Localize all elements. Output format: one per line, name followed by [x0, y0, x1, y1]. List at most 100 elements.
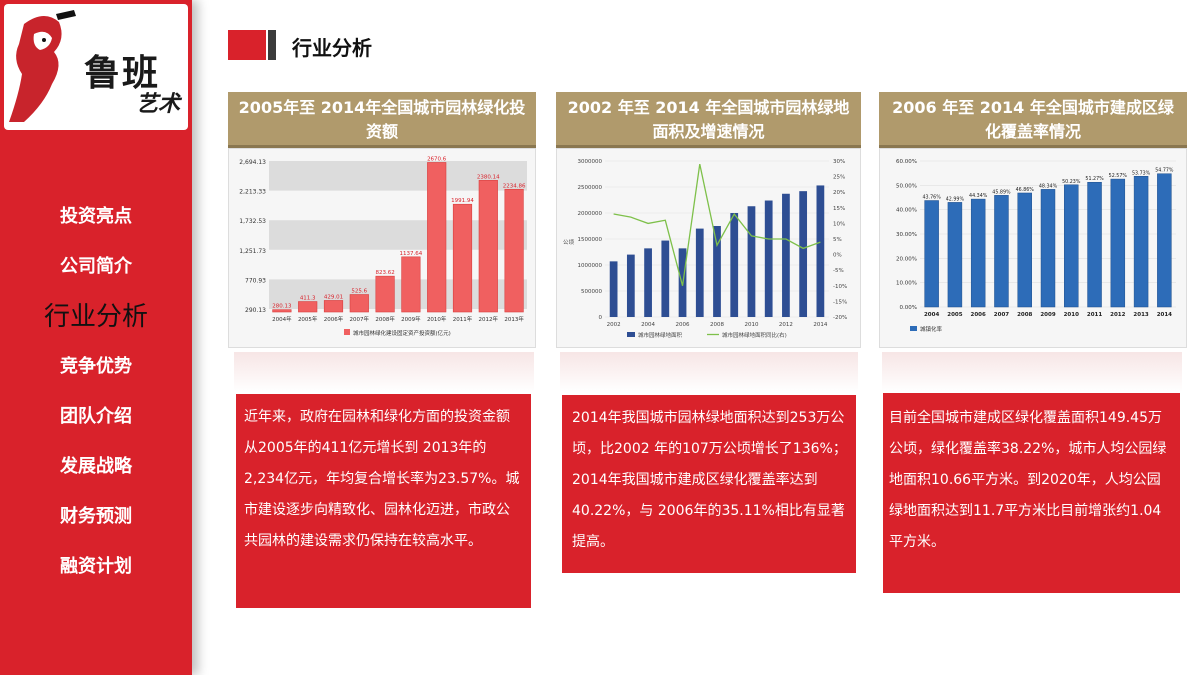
bar-value-label: 52.57%: [1109, 173, 1128, 179]
nav-item-strategy[interactable]: 发展战略: [60, 456, 132, 477]
chart-reflection: [560, 352, 858, 392]
bar: [1040, 189, 1056, 308]
bar-value-label: 280.13: [272, 304, 292, 310]
x-tick-label: 2006: [676, 322, 690, 328]
right-tick-label: -10%: [833, 284, 847, 290]
y-tick-label: 2,213.33: [239, 189, 266, 196]
bar-value-label: 823.62: [375, 270, 394, 276]
brand-logo[interactable]: 鲁班 艺术: [4, 4, 188, 130]
y-tick-label: 0.00%: [900, 305, 917, 311]
logo-sub-text: 艺术: [136, 91, 181, 117]
bar: [816, 185, 825, 317]
x-tick-label: 2014: [1157, 312, 1172, 318]
left-tick-label: 1000000: [578, 263, 603, 269]
x-tick-label: 2004: [924, 312, 939, 318]
bar: [375, 275, 395, 313]
card-title: 2002 年至 2014 年全国城市园林绿地 面积及增速情况: [556, 92, 861, 148]
x-tick-label: 2009年: [401, 315, 421, 323]
x-tick-label: 2008: [710, 322, 724, 328]
bar: [626, 254, 635, 317]
x-tick-label: 2011: [1087, 312, 1102, 318]
left-tick-label: 1500000: [578, 237, 603, 243]
bar: [452, 203, 473, 313]
x-tick-label: 2004年: [272, 315, 292, 323]
card-description: 2014年我国城市园林绿地面积达到253万公顷，比2002 年的107万公顷增长…: [562, 395, 856, 573]
x-tick-label: 2012年: [479, 315, 499, 323]
right-tick-label: 25%: [833, 175, 845, 181]
x-tick-label: 2005年: [298, 315, 318, 323]
card-title-line2: 资额: [365, 122, 398, 141]
nav-item-competitive-advantage[interactable]: 竞争优势: [60, 356, 132, 377]
bar: [1133, 176, 1149, 308]
line-series: [613, 163, 821, 286]
card-title-line2: 化覆盖率情况: [984, 122, 1081, 141]
bar: [730, 213, 739, 317]
x-tick-label: 2007: [994, 312, 1009, 318]
chart-green-area: 3000000 2500000 2000000 1500000 1000000 50000…: [556, 148, 861, 348]
bar: [661, 240, 670, 317]
bar: [272, 309, 292, 313]
card-description: 目前全国城市建成区绿化覆盖面积149.45万公顷，绿化覆盖率38.22%，城市人…: [883, 393, 1180, 593]
left-tick-label: 3000000: [578, 159, 603, 165]
bar: [504, 188, 524, 313]
y-tick-label: 50.00%: [896, 183, 917, 189]
bar: [782, 193, 790, 317]
x-tick-label: 2008: [1017, 312, 1032, 318]
sidebar-nav: 投资亮点 公司简介 行业分析 竞争优势 团队介绍 发展战略 财务预测 融资计划: [0, 200, 192, 600]
bar-value-label: 42.99%: [946, 196, 965, 202]
bar: [994, 195, 1009, 308]
legend-label: 城市园林绿地面积: [638, 331, 683, 339]
right-tick-label: 15%: [833, 206, 845, 212]
chart-green-area-svg: 3000000 2500000 2000000 1500000 1000000 50000…: [563, 159, 847, 339]
bar: [799, 191, 808, 317]
x-tick-label: 2010: [744, 322, 758, 328]
bar-value-label: 50.23%: [1062, 179, 1081, 185]
legend-swatch: [910, 326, 917, 331]
bar: [427, 162, 447, 313]
chart-reflection: [882, 352, 1182, 392]
bar: [947, 202, 963, 308]
bar-value-label: 429.01: [324, 294, 343, 300]
bar: [970, 198, 986, 308]
y-tick-label: 60.00%: [896, 159, 917, 165]
bar: [401, 256, 421, 313]
right-tick-label: -5%: [833, 268, 844, 274]
x-tick-label: 2006: [971, 312, 986, 318]
bar: [747, 206, 756, 317]
bar: [1157, 173, 1172, 308]
header-accent-block: [228, 30, 266, 60]
x-tick-label: 2012: [1110, 312, 1125, 318]
nav-item-investment-highlights[interactable]: 投资亮点: [60, 206, 132, 227]
chart-reflection: [234, 352, 534, 392]
x-tick-label: 2012: [779, 322, 793, 328]
bar-value-label: 45.89%: [992, 189, 1011, 195]
bar: [695, 228, 704, 317]
y-tick-label: 10.00%: [896, 281, 917, 287]
bar: [478, 180, 498, 313]
right-tick-label: 20%: [833, 190, 845, 196]
chart-investment: 2,694.13 2,213.33 1,732.53 1,251.73 770.93 29…: [228, 148, 536, 348]
x-tick-label: 2002: [607, 322, 621, 328]
right-tick-label: -20%: [833, 315, 847, 321]
chart-urbanization: 60.00% 50.00% 40.00% 30.00% 20.00% 10.00% 0.00…: [879, 148, 1187, 348]
legend-label: 城市园林绿地面积同比(右): [722, 331, 787, 339]
y-tick-label: 770.93: [245, 277, 266, 284]
left-tick-label: 2500000: [578, 185, 603, 191]
nav-item-team[interactable]: 团队介绍: [60, 406, 132, 427]
legend-swatch: [627, 332, 635, 337]
x-tick-label: 2013: [1133, 312, 1148, 318]
y-tick-label: 2,694.13: [239, 159, 266, 166]
card-title-line1: 2006 年至 2014 年全国城市建成区绿: [892, 98, 1174, 117]
nav-item-financing-plan[interactable]: 融资计划: [60, 556, 132, 577]
left-tick-label: 2000000: [578, 211, 603, 217]
header-accent-bar: [268, 30, 276, 60]
sidebar: 鲁班 艺术 投资亮点 公司简介 行业分析 竞争优势 团队介绍 发展战略 财务预测…: [0, 0, 192, 675]
x-tick-label: 2009: [1040, 312, 1055, 318]
card-title: 2005年至 2014年全国城市园林绿化投 资额: [228, 92, 536, 148]
nav-item-financial-forecast[interactable]: 财务预测: [60, 506, 132, 527]
nav-item-industry-analysis[interactable]: 行业分析: [43, 302, 148, 332]
nav-item-company-profile[interactable]: 公司简介: [60, 256, 132, 277]
bar: [713, 226, 721, 317]
card-title: 2006 年至 2014 年全国城市建成区绿 化覆盖率情况: [879, 92, 1187, 148]
bar: [1087, 181, 1102, 308]
